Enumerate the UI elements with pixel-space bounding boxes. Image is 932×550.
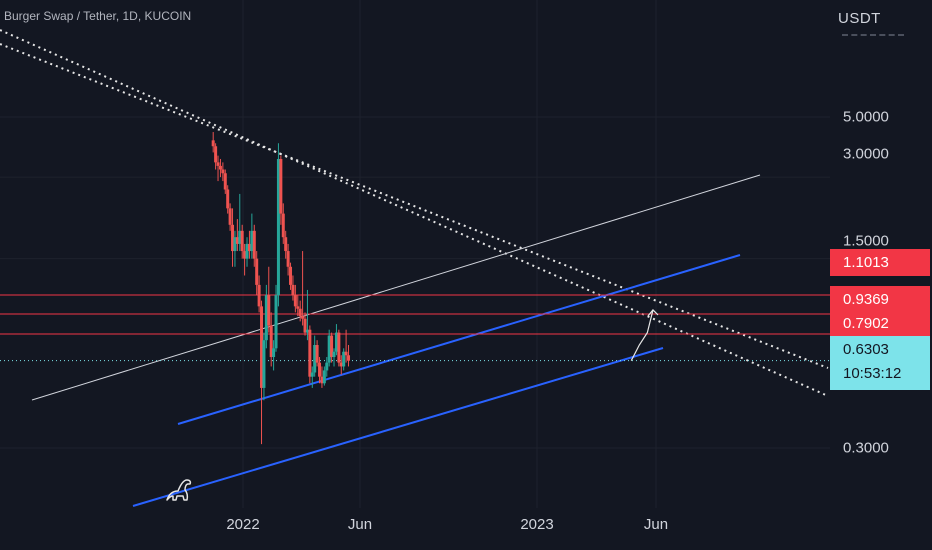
currency-underline bbox=[842, 34, 904, 36]
y-tick-0-3: 0.3000 bbox=[843, 439, 889, 457]
candle-body bbox=[269, 325, 273, 358]
candle-body bbox=[339, 362, 343, 367]
candle-body bbox=[243, 251, 247, 259]
candle-body bbox=[247, 243, 251, 252]
candle-body bbox=[274, 295, 278, 349]
candle-body bbox=[334, 332, 338, 352]
candle-body bbox=[289, 266, 293, 285]
price-level-lines bbox=[0, 294, 830, 362]
candle-body bbox=[305, 329, 309, 333]
candle-body bbox=[228, 208, 232, 225]
current-price-tag[interactable]: 0.6303 10:53:12 bbox=[830, 336, 930, 390]
candle-body bbox=[262, 340, 266, 388]
candle-body bbox=[252, 230, 256, 259]
y-tick-3: 3.0000 bbox=[843, 145, 889, 163]
candle-body bbox=[337, 332, 341, 363]
currency-label[interactable]: USDT bbox=[838, 10, 881, 27]
candle-body bbox=[221, 169, 225, 174]
candle-body bbox=[257, 284, 261, 307]
candle-body bbox=[315, 345, 319, 363]
candle-body bbox=[296, 306, 300, 309]
candle-body bbox=[276, 158, 280, 296]
candle-body bbox=[332, 351, 336, 358]
channel-lower-line bbox=[132, 347, 664, 507]
candle-body bbox=[238, 230, 242, 244]
candle-body bbox=[284, 237, 288, 252]
candle-body bbox=[310, 372, 314, 377]
candle-body bbox=[255, 258, 259, 285]
x-tick-jun-2023: Jun bbox=[643, 516, 669, 533]
candle-body bbox=[301, 316, 305, 319]
downtrend-line-dotted bbox=[0, 29, 829, 397]
trend-lines bbox=[0, 29, 829, 507]
x-tick-2023: 2023 bbox=[520, 516, 554, 533]
candle-body bbox=[233, 237, 237, 252]
candle-body bbox=[211, 140, 215, 147]
candle-body bbox=[298, 308, 302, 317]
candle-body bbox=[216, 162, 220, 166]
candle-body bbox=[214, 146, 218, 163]
candle-body bbox=[218, 165, 222, 170]
candle-body bbox=[226, 189, 230, 209]
candle-body bbox=[342, 351, 346, 367]
price-level-tag[interactable]: 1.1013 bbox=[830, 249, 930, 276]
candle-body bbox=[291, 284, 295, 296]
candle-body bbox=[303, 318, 307, 333]
candle-body bbox=[223, 173, 227, 190]
candle-body bbox=[325, 362, 329, 371]
projection-arrowhead bbox=[647, 309, 659, 317]
y-tick-1-5: 1.5000 bbox=[843, 232, 889, 250]
projected-path bbox=[630, 309, 654, 361]
candle-body bbox=[240, 230, 244, 252]
candle-body bbox=[330, 335, 334, 358]
uptrend-line-thin bbox=[31, 174, 761, 401]
x-tick-jun-2022: Jun bbox=[347, 516, 373, 533]
downtrend-line-dotted bbox=[0, 43, 829, 369]
candle-body bbox=[272, 348, 276, 358]
bar-countdown: 10:53:12 bbox=[843, 365, 902, 382]
candle-body bbox=[318, 362, 322, 377]
candle-body bbox=[327, 335, 331, 363]
price-level-tag[interactable]: 0.9369 bbox=[830, 286, 930, 313]
candle-body bbox=[344, 351, 348, 356]
candle-body bbox=[308, 329, 312, 377]
candles bbox=[211, 132, 351, 445]
candle-body bbox=[279, 158, 283, 214]
candle-body bbox=[320, 376, 324, 384]
candle-body bbox=[281, 213, 285, 238]
candle-body bbox=[347, 355, 351, 361]
projection-annotation bbox=[630, 309, 659, 361]
price-level-tag[interactable]: 0.7902 bbox=[830, 310, 930, 337]
candle-body bbox=[231, 224, 235, 252]
current-price: 0.6303 bbox=[843, 341, 889, 358]
channel-upper-line bbox=[177, 254, 741, 425]
candle-body bbox=[322, 370, 326, 384]
candle-body bbox=[313, 345, 317, 373]
candle-body bbox=[235, 237, 239, 244]
y-tick-5: 5.0000 bbox=[843, 108, 889, 126]
grid bbox=[0, 0, 830, 508]
dinosaur-logo-icon[interactable] bbox=[163, 476, 195, 502]
candle-body bbox=[250, 230, 254, 252]
chart-title: Burger Swap / Tether, 1D, KUCOIN bbox=[4, 9, 192, 23]
candle-body bbox=[267, 295, 271, 326]
candle-body bbox=[286, 251, 290, 267]
x-tick-2022: 2022 bbox=[226, 516, 260, 533]
candle-body bbox=[260, 306, 264, 388]
candle-body bbox=[264, 295, 268, 341]
candle-body bbox=[293, 295, 297, 307]
candle-body bbox=[245, 243, 249, 259]
